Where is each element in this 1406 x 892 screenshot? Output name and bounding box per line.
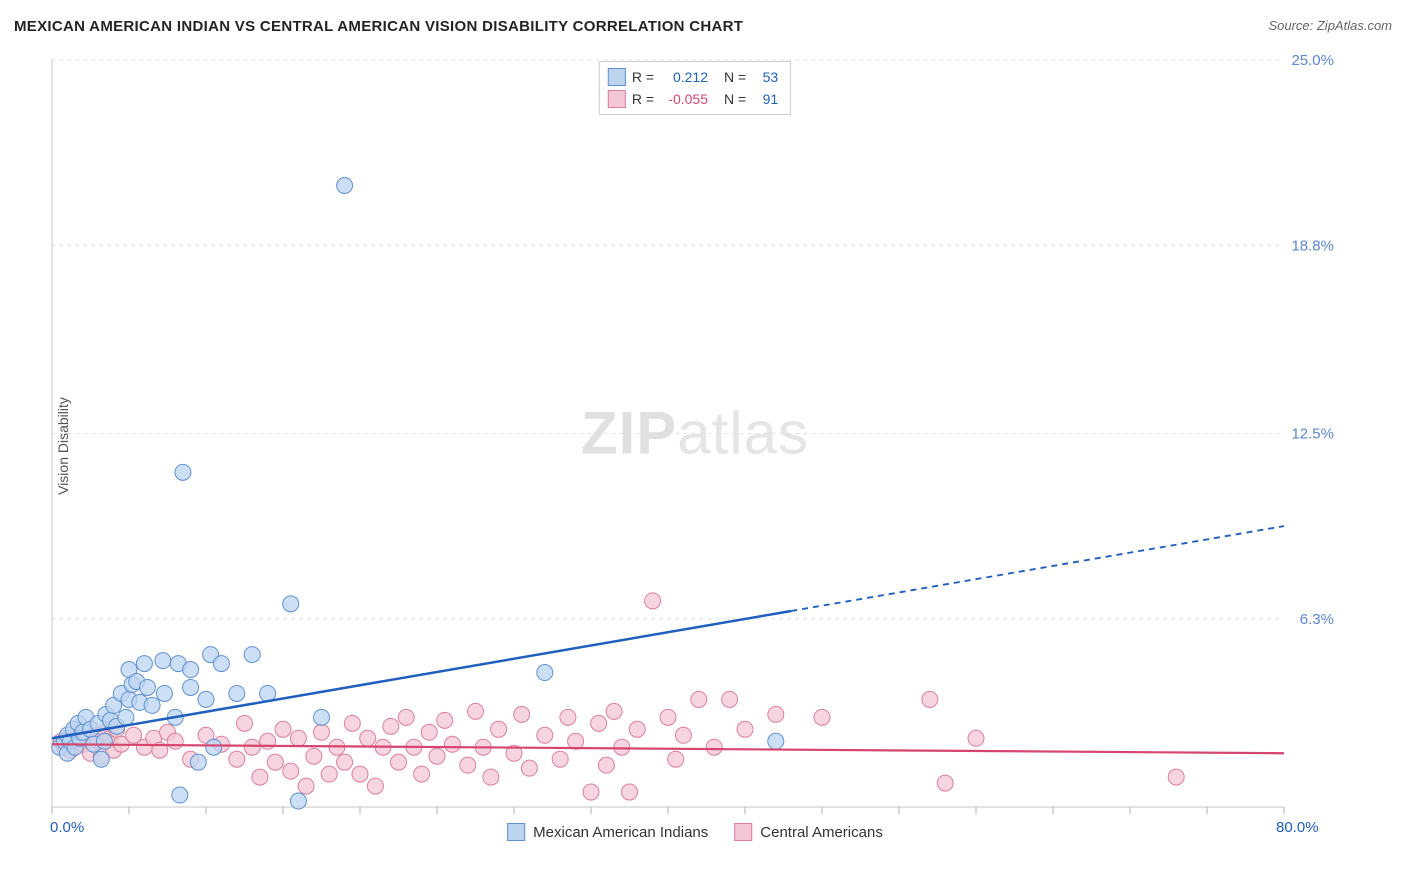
series-legend: Mexican American Indians Central American…	[507, 823, 883, 841]
n-value: 53	[752, 69, 778, 85]
source-label: Source: ZipAtlas.com	[1268, 18, 1392, 33]
stats-row: R = -0.055 N = 91	[608, 88, 778, 110]
svg-text:18.8%: 18.8%	[1291, 237, 1334, 254]
legend-swatch	[507, 823, 525, 841]
n-label: N =	[724, 69, 746, 85]
scatter-plot: 6.3% 12.5% 18.8% 25.0%	[44, 55, 1346, 843]
legend-item: Central Americans	[734, 823, 883, 841]
r-label: R =	[632, 69, 654, 85]
legend-swatch	[608, 68, 626, 86]
svg-text:12.5%: 12.5%	[1291, 426, 1334, 443]
r-label: R =	[632, 91, 654, 107]
legend-label: Central Americans	[760, 824, 883, 841]
stats-legend: R = 0.212 N = 53 R = -0.055 N = 91	[599, 61, 791, 115]
legend-label: Mexican American Indians	[533, 824, 708, 841]
svg-text:6.3%: 6.3%	[1300, 611, 1334, 628]
legend-item: Mexican American Indians	[507, 823, 708, 841]
x-axis-min-label: 0.0%	[50, 819, 84, 836]
r-value: 0.212	[660, 69, 708, 85]
n-label: N =	[724, 91, 746, 107]
legend-swatch	[608, 90, 626, 108]
stats-row: R = 0.212 N = 53	[608, 66, 778, 88]
chart-title: MEXICAN AMERICAN INDIAN VS CENTRAL AMERI…	[14, 18, 743, 35]
legend-swatch	[734, 823, 752, 841]
r-value: -0.055	[660, 91, 708, 107]
svg-text:25.0%: 25.0%	[1291, 55, 1334, 69]
x-axis-max-label: 80.0%	[1276, 819, 1319, 836]
n-value: 91	[752, 91, 778, 107]
plot-area: ZIPatlas 6.3%12.5%18.8%25.0% R =0.212N =…	[44, 55, 1346, 843]
